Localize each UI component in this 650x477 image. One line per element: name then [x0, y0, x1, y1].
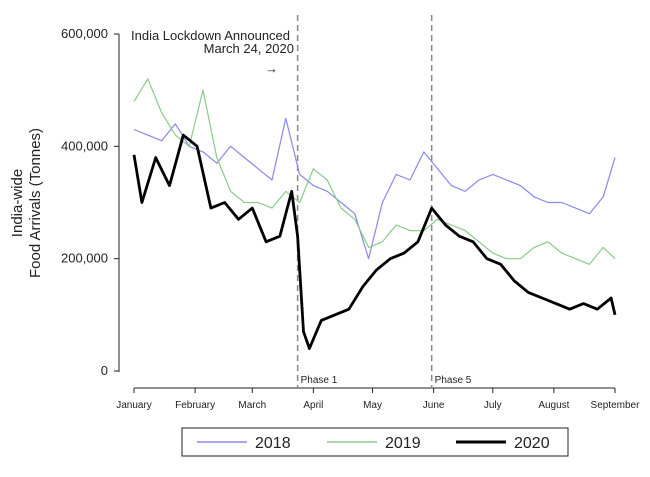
x-axis-ticks: January February March April May June July Augu…: [116, 388, 640, 411]
x-tick-label: March: [238, 400, 266, 411]
x-tick-label: February: [175, 400, 215, 411]
legend-label-2020: 2020: [514, 435, 550, 452]
x-tick-label: May: [363, 400, 382, 411]
y-tick-label: 400,000: [61, 138, 108, 153]
series-line-2018: [133, 117, 616, 260]
phase-label: Phase 1: [301, 375, 338, 386]
series-lines: [132, 78, 617, 350]
series-line-2019: [133, 78, 616, 265]
y-axis-ticks: 0 200,000 400,000 600,000: [61, 26, 119, 378]
series-line-2020: [132, 133, 617, 350]
annotation-line2: March 24, 2020: [204, 41, 294, 56]
phase-vlines: Phase 1 Phase 5: [296, 15, 472, 388]
legend: 2018 2019 2020: [181, 427, 569, 457]
x-tick-label: July: [484, 400, 502, 411]
x-tick-label: August: [538, 400, 569, 411]
annotation-line1: India Lockdown Announced: [131, 28, 290, 43]
plot-area: [118, 34, 615, 389]
y-tick-label: 200,000: [61, 251, 108, 266]
x-tick-label: September: [591, 400, 641, 411]
phase-label: Phase 5: [435, 375, 472, 386]
legend-label-2018: 2018: [255, 435, 291, 452]
legend-label-2019: 2019: [385, 435, 421, 452]
x-tick-label: April: [303, 400, 323, 411]
y-tick-label: 0: [101, 363, 108, 378]
x-tick-label: January: [116, 400, 152, 411]
y-tick-label: 600,000: [61, 26, 108, 41]
annotation-arrow: →: [265, 61, 278, 76]
x-tick-label: June: [423, 400, 445, 411]
y-axis-title-line2: Food Arrivals (Tonnes): [27, 128, 44, 278]
y-axis-title-line1: India-wide: [9, 169, 26, 237]
